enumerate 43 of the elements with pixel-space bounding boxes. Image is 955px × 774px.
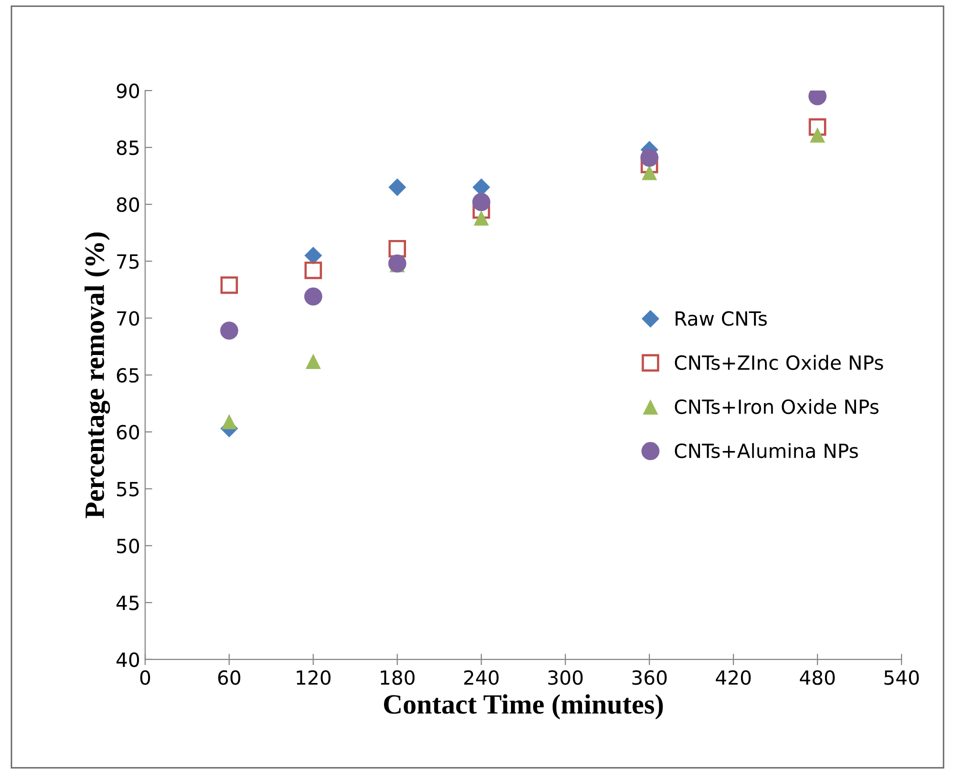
- y-tick-label: 90: [116, 84, 140, 98]
- legend-label: CNTs+Iron Oxide NPs: [674, 399, 879, 414]
- legend-label: Raw CNTs: [676, 311, 767, 326]
- x-tick-label: 180: [380, 670, 415, 685]
- point: [388, 178, 406, 196]
- x-tick-label: 0: [140, 670, 150, 685]
- x-tick-label: 480: [800, 670, 835, 685]
- y-tick-label: 50: [117, 538, 140, 554]
- point: [808, 118, 826, 136]
- x-tick-label: 240: [464, 670, 499, 685]
- y-tick-label: 60: [116, 424, 140, 440]
- point: [810, 127, 826, 143]
- y-tick-label: 65: [116, 368, 139, 383]
- point: [220, 276, 238, 294]
- y-tick-label: 45: [116, 596, 139, 610]
- x-tick-label: 60: [218, 670, 240, 685]
- y-axis-title: Percentage removal (%): [84, 232, 110, 518]
- point: [640, 148, 658, 167]
- y-tick-label: 70: [117, 311, 140, 326]
- x-tick-label: 420: [716, 670, 751, 685]
- point: [304, 287, 322, 306]
- y-tick-label: 75: [117, 254, 139, 269]
- point: [220, 322, 238, 340]
- x-tick-label: 120: [296, 670, 331, 685]
- x-axis-title: Contact Time (minutes): [384, 694, 663, 720]
- x-tick-label: 360: [632, 670, 667, 685]
- point: [388, 254, 406, 273]
- point: [304, 262, 322, 280]
- x-tick-label: 540: [884, 670, 919, 685]
- legend-label: CNTs+Alumina NPs: [674, 443, 858, 458]
- point: [304, 246, 322, 264]
- y-tick-label: 55: [117, 482, 139, 496]
- point: [306, 354, 321, 369]
- point: [388, 240, 406, 258]
- y-tick-label: 40: [116, 652, 140, 668]
- y-tick-label: 80: [116, 197, 140, 212]
- x-tick-label: 300: [548, 670, 583, 685]
- point: [642, 164, 658, 180]
- point: [474, 210, 489, 226]
- legend-label: CNTs+ZInc Oxide NPs: [674, 354, 884, 370]
- point: [222, 414, 237, 430]
- y-tick-label: 85: [116, 140, 139, 156]
- point: [472, 193, 490, 212]
